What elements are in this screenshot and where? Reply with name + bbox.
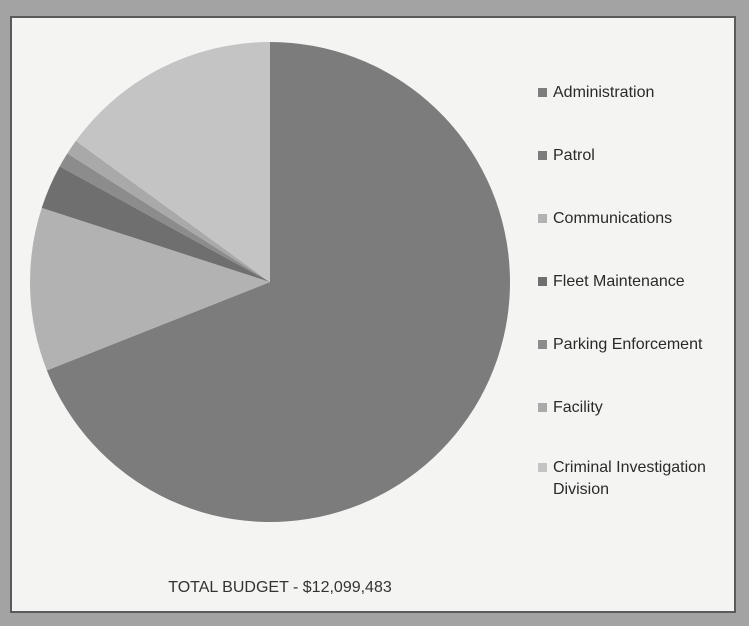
legend-swatch-fleet-maintenance [538,277,547,286]
legend-label-criminal-investigation-division: Criminal Investigation Division [553,459,706,498]
legend-label-administration: Administration [553,84,655,101]
legend-item-communications: Communications [538,208,738,230]
legend-label-fleet-maintenance: Fleet Maintenance [553,273,685,290]
pie-slice-fleet-maintenance [41,166,271,282]
legend-swatch-patrol [538,151,547,160]
legend-item-facility: Facility [538,397,738,419]
pie-slice-criminal-investigation-division [75,41,270,282]
legend-swatch-criminal-investigation-division [538,463,547,472]
legend-swatch-facility [538,403,547,412]
legend-swatch-parking-enforcement [538,340,547,349]
total-budget-label: TOTAL BUDGET - $12,099,483 [168,579,392,596]
pie-slice-communications [30,207,271,371]
legend-item-criminal-investigation-division: Criminal Investigation Division [538,457,738,501]
pie-slice-patrol [46,42,511,522]
legend-label-communications: Communications [553,210,673,227]
legend-label-facility: Facility [553,399,603,416]
legend-label-patrol: Patrol [553,147,595,164]
legend-label-parking-enforcement: Parking Enforcement [553,336,703,353]
legend-swatch-administration [538,88,547,97]
pie-slice-facility [67,140,270,282]
legend-swatch-communications [538,214,547,223]
pie-slice-parking-enforcement [59,153,270,282]
legend-item-administration: Administration [538,82,738,104]
legend-item-parking-enforcement: Parking Enforcement [538,334,738,356]
legend-item-fleet-maintenance: Fleet Maintenance [538,271,738,293]
legend-item-patrol: Patrol [538,145,738,167]
